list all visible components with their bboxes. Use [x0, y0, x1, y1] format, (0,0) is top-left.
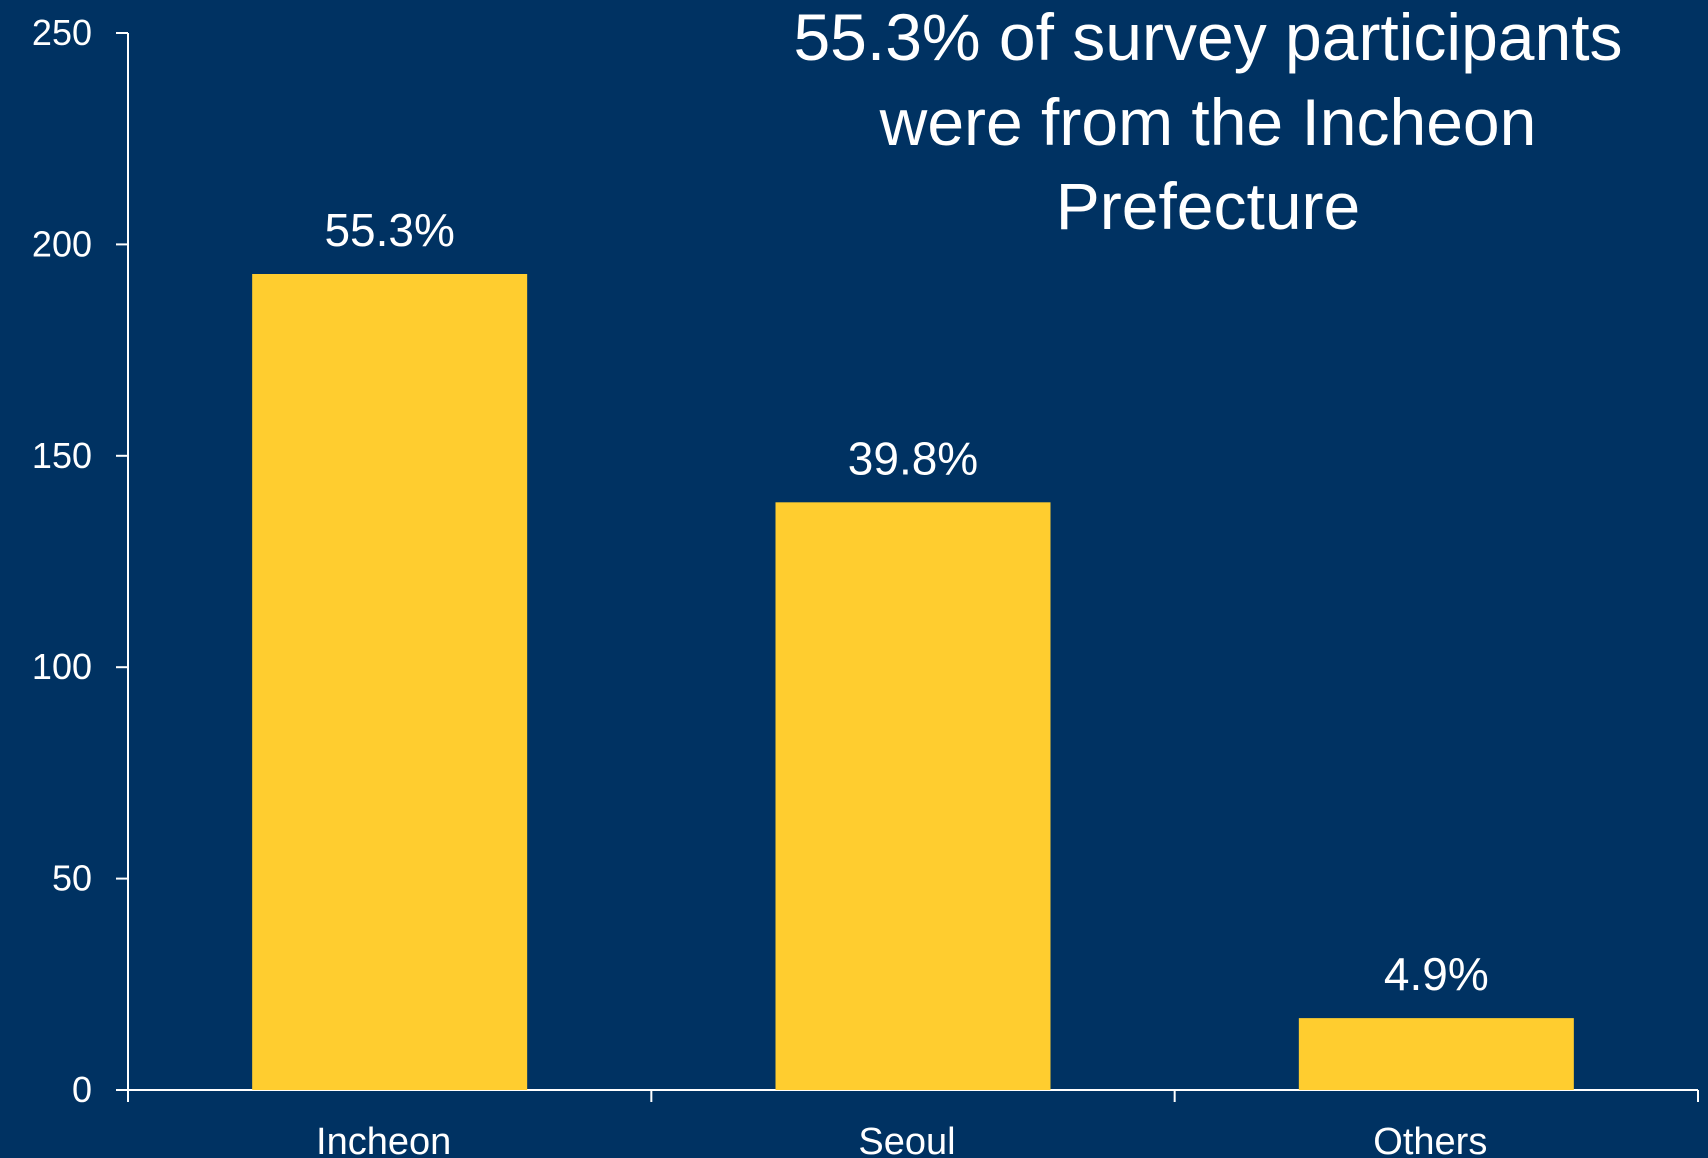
chart-title-line: 55.3% of survey participants: [793, 0, 1622, 74]
y-tick-label: 100: [32, 646, 92, 687]
chart-title-line: were from the Incheon: [879, 85, 1537, 159]
chart-title: 55.3% of survey participants were from th…: [793, 0, 1622, 243]
bar-others: [1298, 1018, 1574, 1090]
x-category-label: Others: [1373, 1121, 1487, 1158]
bar-incheon: [252, 273, 528, 1091]
y-tick-label: 200: [32, 223, 92, 264]
data-label-others: 4.9%: [1384, 948, 1489, 1000]
bar-seoul: [775, 502, 1051, 1091]
y-tick-label: 250: [32, 12, 92, 53]
data-label-incheon: 55.3%: [324, 204, 454, 256]
axes: 0 50 100 150 200 250 Incheon Seoul Others: [32, 12, 1699, 1158]
chart-title-line: Prefecture: [1056, 169, 1360, 243]
x-category-label: Seoul: [858, 1121, 955, 1158]
y-tick-label: 0: [72, 1069, 92, 1110]
y-tick-label: 150: [32, 435, 92, 476]
bars: [252, 273, 1574, 1091]
data-labels: 55.3% 39.8% 4.9%: [324, 204, 1488, 1000]
data-label-seoul: 39.8%: [848, 432, 978, 484]
x-category-label: Incheon: [316, 1121, 451, 1158]
y-tick-label: 50: [52, 858, 92, 899]
